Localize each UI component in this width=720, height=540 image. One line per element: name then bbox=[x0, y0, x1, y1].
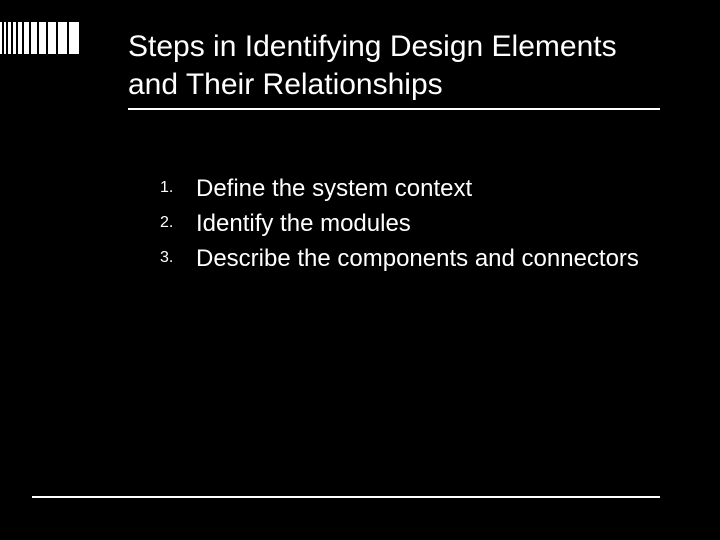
bar bbox=[69, 22, 79, 54]
bar bbox=[0, 22, 2, 54]
list-text: Describe the components and connectors bbox=[196, 243, 639, 274]
numbered-list: 1. Define the system context 2. Identify… bbox=[160, 173, 640, 279]
slide-title: Steps in Identifying Design Elements and… bbox=[128, 28, 660, 103]
list-number: 3. bbox=[160, 243, 196, 267]
footer-line bbox=[32, 496, 660, 498]
bar bbox=[48, 22, 56, 54]
bar bbox=[31, 22, 37, 54]
bar bbox=[58, 22, 67, 54]
bar bbox=[8, 22, 11, 54]
list-number: 1. bbox=[160, 173, 196, 197]
bar bbox=[39, 22, 46, 54]
bar bbox=[24, 22, 29, 54]
list-item: 2. Identify the modules bbox=[160, 208, 640, 239]
bar bbox=[18, 22, 22, 54]
list-item: 1. Define the system context bbox=[160, 173, 640, 204]
list-item: 3. Describe the components and connector… bbox=[160, 243, 640, 274]
list-text: Identify the modules bbox=[196, 208, 411, 239]
list-number: 2. bbox=[160, 208, 196, 232]
bar bbox=[4, 22, 6, 54]
corner-bars-decoration bbox=[0, 22, 79, 54]
title-block: Steps in Identifying Design Elements and… bbox=[128, 28, 660, 103]
title-underline bbox=[128, 108, 660, 110]
bar bbox=[13, 22, 16, 54]
list-text: Define the system context bbox=[196, 173, 472, 204]
